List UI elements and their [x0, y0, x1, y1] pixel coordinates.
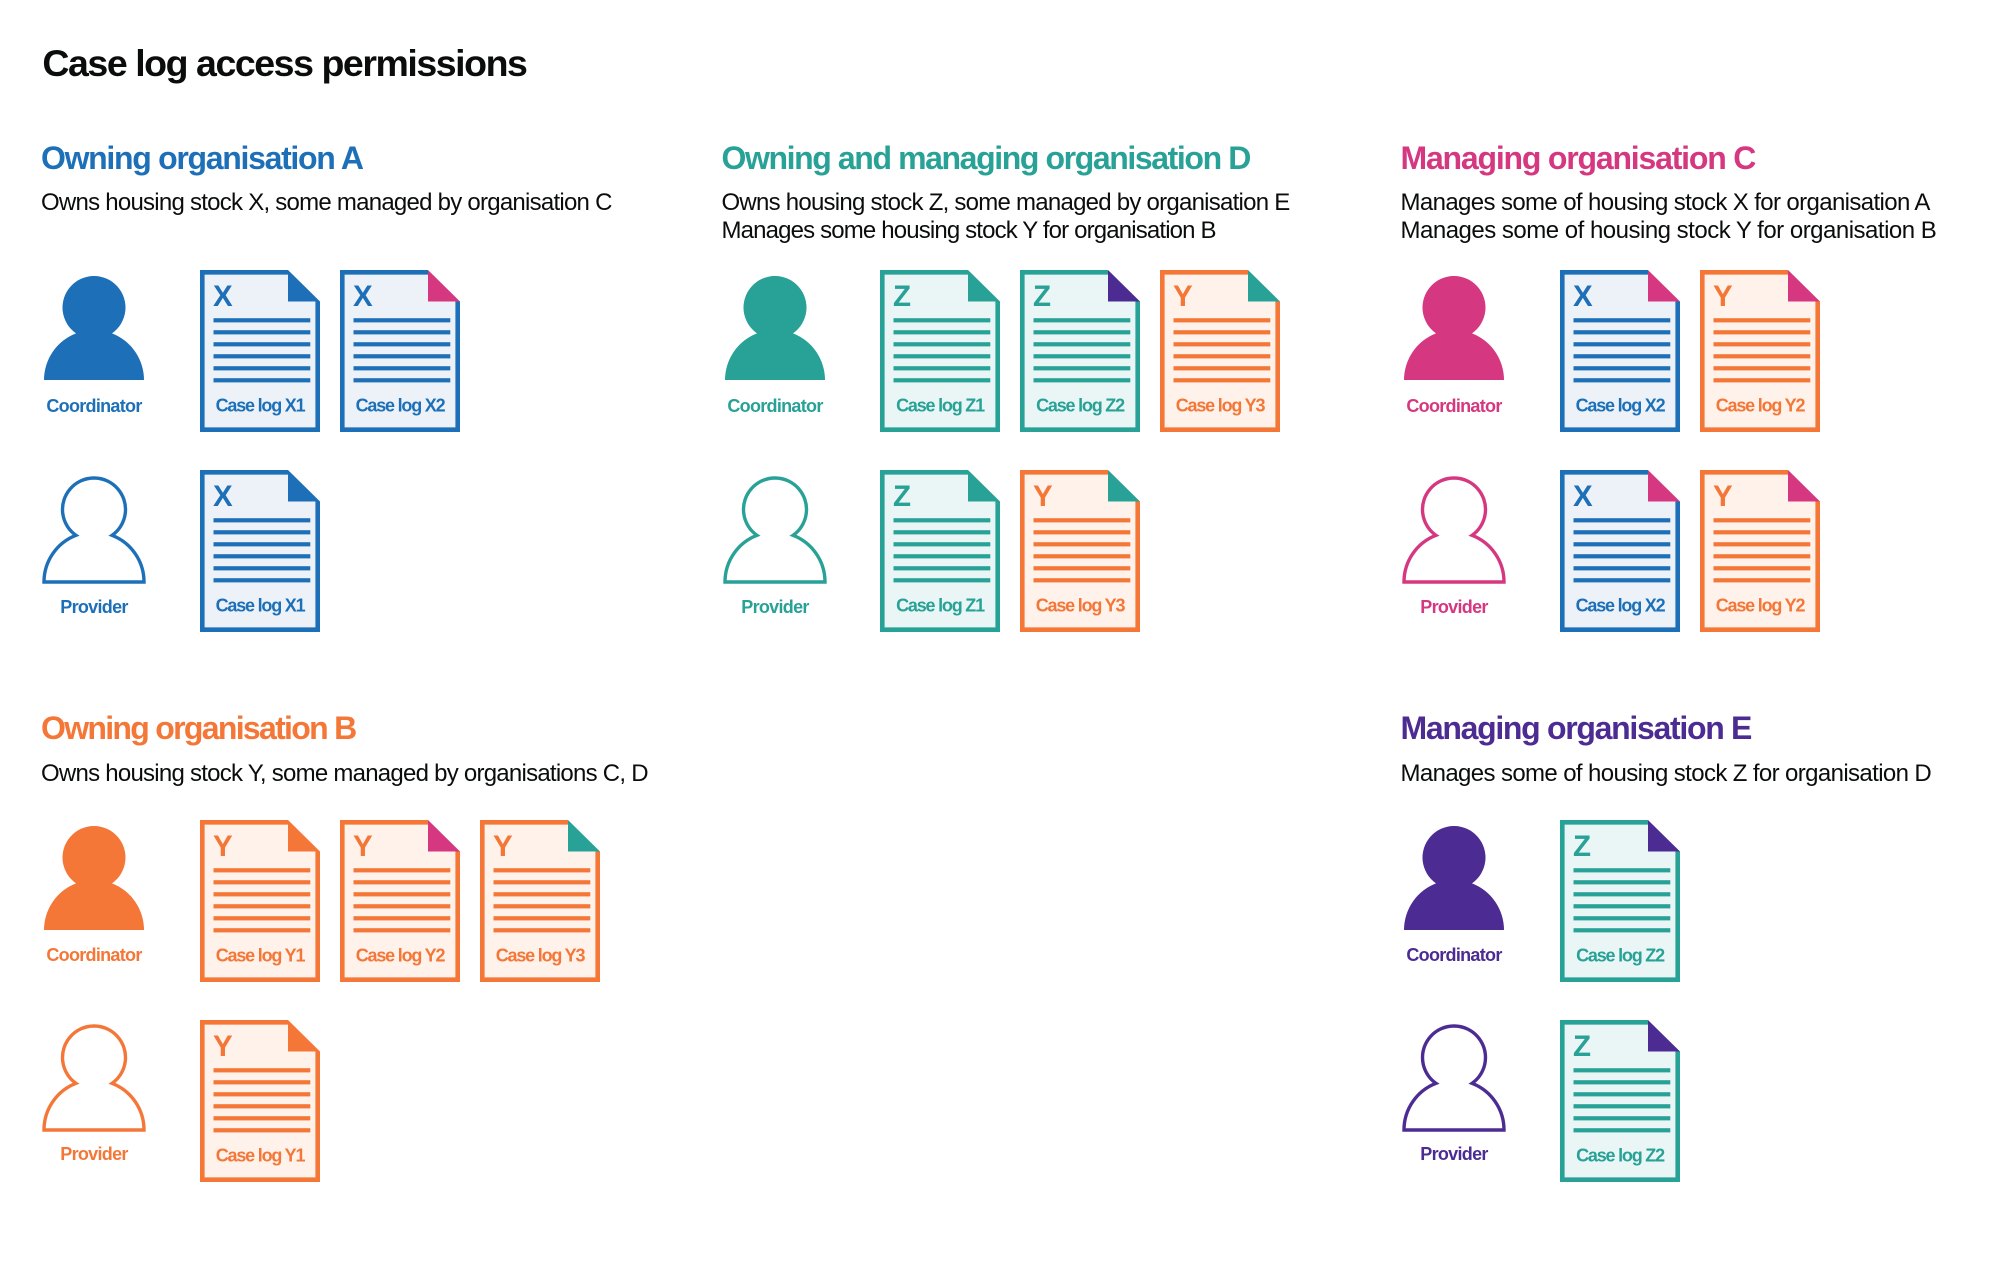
svg-text:Case log Z1: Case log Z1 — [896, 596, 985, 616]
svg-text:Y: Y — [353, 830, 373, 863]
svg-text:Case log X2: Case log X2 — [356, 396, 446, 416]
svg-text:Case log Z2: Case log Z2 — [1576, 1146, 1665, 1166]
svg-text:X: X — [213, 280, 233, 313]
svg-text:Case log X1: Case log X1 — [216, 396, 306, 416]
svg-text:Case log Z2: Case log Z2 — [1036, 396, 1125, 416]
svg-text:Case log X2: Case log X2 — [1576, 596, 1666, 616]
svg-text:Z: Z — [1573, 830, 1591, 863]
svg-text:Y: Y — [1713, 480, 1733, 513]
svg-text:X: X — [1573, 480, 1593, 513]
svg-text:Z: Z — [1033, 280, 1051, 313]
svg-text:Case log Y1: Case log Y1 — [216, 1146, 306, 1166]
svg-text:Case log Y3: Case log Y3 — [496, 946, 586, 966]
svg-text:Case log Y2: Case log Y2 — [356, 946, 446, 966]
svg-text:Case log Y3: Case log Y3 — [1036, 596, 1126, 616]
svg-text:Y: Y — [213, 1030, 233, 1063]
svg-text:Y: Y — [213, 830, 233, 863]
svg-text:X: X — [353, 280, 373, 313]
svg-text:Case log X1: Case log X1 — [216, 596, 306, 616]
svg-text:Z: Z — [1573, 1030, 1591, 1063]
svg-text:Case log Y2: Case log Y2 — [1716, 396, 1806, 416]
svg-text:Case log Z2: Case log Z2 — [1576, 946, 1665, 966]
svg-text:Y: Y — [1713, 280, 1733, 313]
svg-text:Case log Y1: Case log Y1 — [216, 946, 306, 966]
svg-text:Y: Y — [493, 830, 513, 863]
svg-text:Z: Z — [893, 280, 911, 313]
svg-text:X: X — [1573, 280, 1593, 313]
svg-text:Z: Z — [893, 480, 911, 513]
svg-text:Case log Z1: Case log Z1 — [896, 396, 985, 416]
svg-text:Case log X2: Case log X2 — [1576, 396, 1666, 416]
svg-text:Y: Y — [1173, 280, 1193, 313]
svg-text:Y: Y — [1033, 480, 1053, 513]
svg-text:Case log Y3: Case log Y3 — [1176, 396, 1266, 416]
svg-text:X: X — [213, 480, 233, 513]
svg-text:Case log Y2: Case log Y2 — [1716, 596, 1806, 616]
